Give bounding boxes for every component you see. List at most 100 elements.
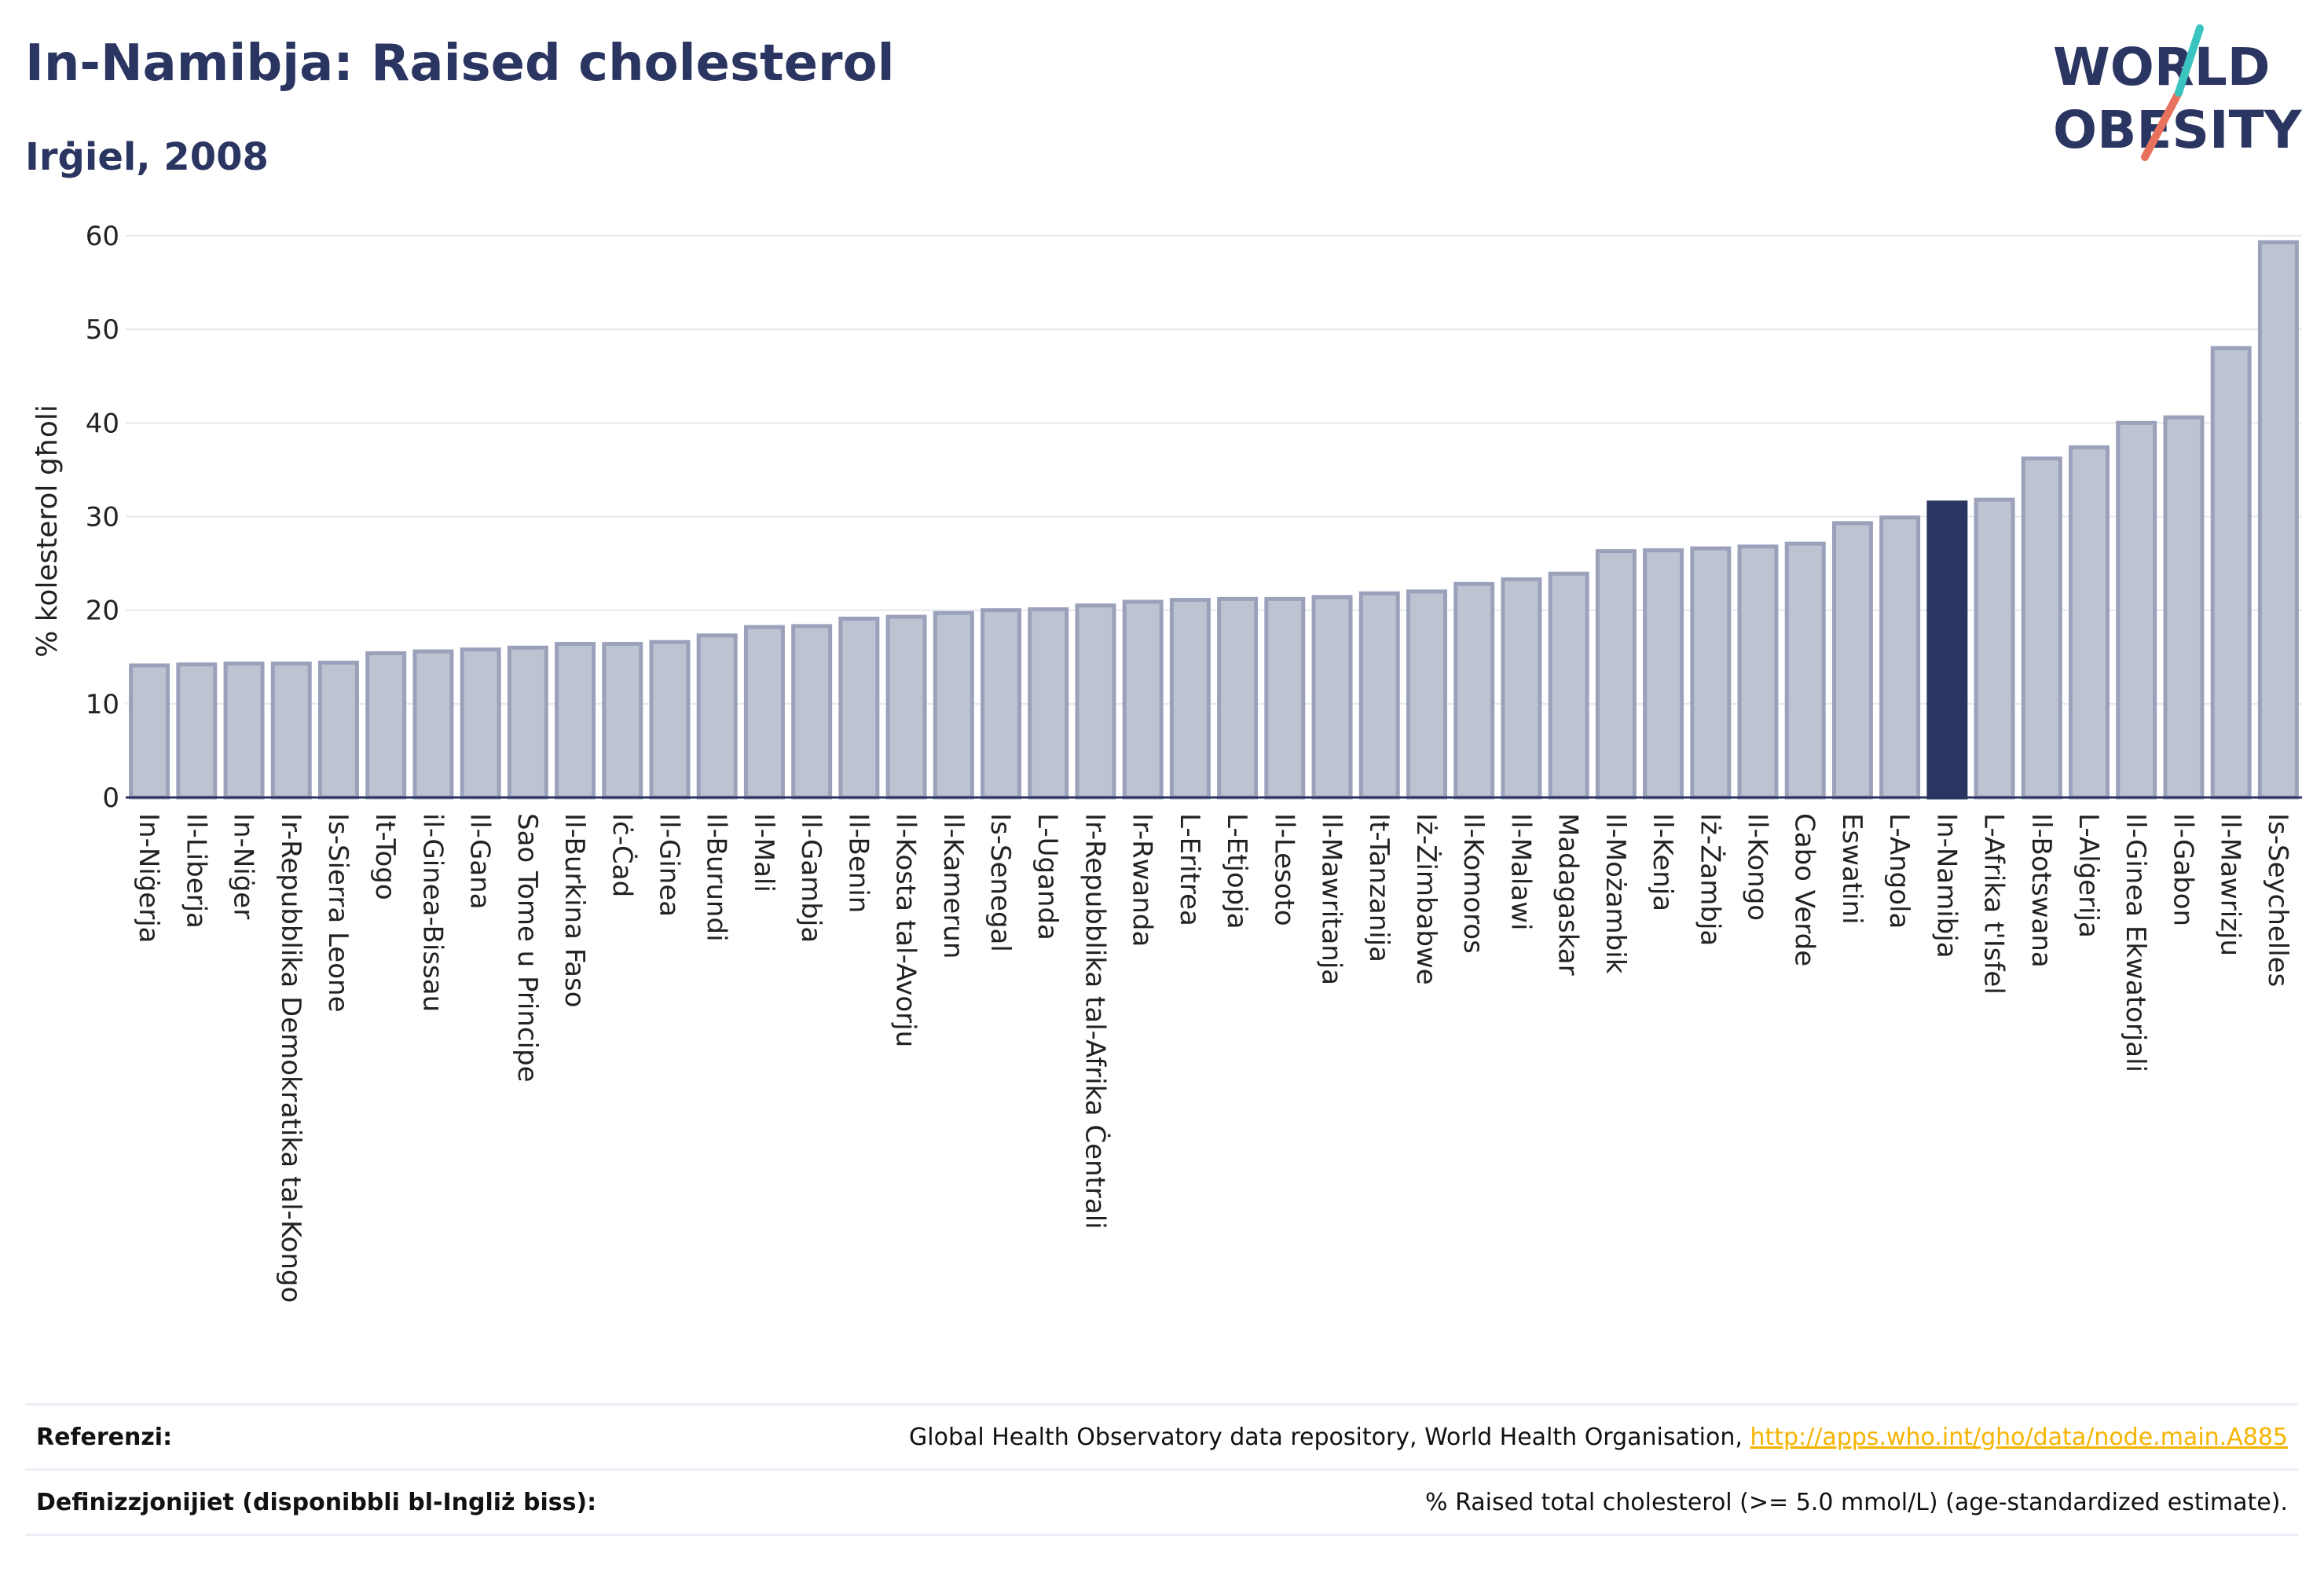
definitions-row: Definizzjonijiet (disponibbli bl-Ingliż …: [25, 1468, 2299, 1536]
x-axis-labels: In-Niġerja Il-Liberja In-Niġer Ir-Repubblik…: [133, 813, 2293, 1303]
x-tick-label: It-Togo: [369, 813, 401, 900]
x-tick-label: L-Eritrea: [1174, 813, 1205, 926]
bar: [933, 610, 974, 800]
bar: [1831, 521, 1873, 800]
bar: [1548, 571, 1589, 800]
bar: [507, 645, 548, 800]
x-tick-label: Iż-Żimbabwe: [1410, 813, 1442, 985]
x-tick-label: L-Etjopja: [1221, 813, 1252, 929]
x-tick-label: In-Namibja: [1930, 813, 1962, 958]
y-axis-ticks: 0 10 20 30 40 50 60: [86, 221, 119, 814]
x-tick-label: Il-Ginea Ekwatorjali: [2120, 813, 2151, 1072]
bar: [743, 625, 785, 800]
bar: [1217, 596, 1259, 800]
bar: [791, 624, 833, 800]
x-tick-label: il-Ginea-Bissau: [416, 813, 448, 1012]
x-tick-label: Il-Burundi: [701, 813, 732, 942]
bar: [412, 649, 454, 800]
x-tick-label: It-Tanzanija: [1363, 813, 1395, 962]
bar: [1169, 598, 1211, 800]
x-tick-label: Ir-Repubblika tal-Afrika Ċentrali: [1079, 813, 1111, 1230]
bar: [885, 614, 927, 800]
y-tick-label: 10: [86, 689, 119, 720]
bar: [176, 662, 218, 800]
logo-slash-teal: [2175, 24, 2204, 97]
bar: [602, 642, 643, 800]
logo-line2: OBESITY: [2053, 100, 2303, 160]
x-tick-label: Is-Senegal: [984, 813, 1016, 952]
x-tick-label: Cabo Verde: [1789, 813, 1820, 966]
bar: [555, 642, 596, 800]
x-tick-label: L-Angola: [1883, 813, 1915, 929]
x-tick-label: Is-Seychelles: [2262, 813, 2293, 987]
bar: [223, 662, 265, 800]
bar: [1028, 607, 1069, 800]
bar: [1643, 548, 1684, 800]
bar: [2021, 456, 2062, 800]
x-tick-label: Ir-Rwanda: [1127, 813, 1158, 947]
bar: [2069, 445, 2110, 800]
logo-line1: WORLD: [2053, 37, 2271, 97]
bar: [1595, 549, 1637, 800]
bar: [838, 616, 880, 800]
y-tick-label: 0: [102, 783, 119, 814]
bar: [1879, 515, 1921, 800]
bar: [2163, 415, 2205, 800]
bar: [270, 662, 312, 800]
x-tick-label: Is-Sierra Leone: [322, 813, 354, 1013]
x-tick-label: Il-Kamerun: [937, 813, 969, 958]
x-tick-label: Il-Gana: [464, 813, 496, 910]
y-axis-label: % kolesterol għoli: [31, 405, 64, 658]
bar: [1690, 546, 1732, 800]
y-tick-label: 20: [86, 596, 119, 627]
x-tick-label: Il-Kongo: [1742, 813, 1773, 921]
bar: [129, 663, 170, 800]
x-tick-label: Il-Komoros: [1457, 813, 1489, 954]
x-tick-label: Il-Kenja: [1647, 813, 1678, 911]
x-tick-label: L-Uganda: [1032, 813, 1063, 940]
bar: [981, 608, 1022, 800]
y-tick-label: 60: [86, 221, 119, 252]
chart-title: In-Namibja: Raised cholesterol: [25, 35, 895, 93]
chart-subtitle: Irġiel, 2008: [25, 135, 269, 179]
bar: [1406, 589, 1447, 800]
x-tick-label: Eswatini: [1836, 813, 1868, 925]
x-tick-label: Il-Mawrizju: [2215, 813, 2246, 956]
x-tick-label: Il-Ginea: [654, 813, 685, 917]
references-link[interactable]: http://apps.who.int/gho/data/node.main.A…: [1750, 1423, 2288, 1451]
x-tick-label: In-Niġer: [228, 813, 259, 919]
bar: [1784, 541, 1826, 800]
bar: [365, 651, 407, 800]
y-tick-label: 50: [86, 314, 119, 346]
x-tick-label: Il-Benin: [842, 813, 874, 913]
bar: [1311, 595, 1353, 800]
x-tick-label: Il-Lesoto: [1268, 813, 1299, 926]
x-tick-label: Sao Tome u Principe: [511, 813, 543, 1083]
bar: [2210, 346, 2252, 800]
logo-slash-coral: [2141, 89, 2183, 161]
bar: [1264, 596, 1306, 800]
references-text: Global Health Observatory data repositor…: [909, 1423, 1750, 1451]
x-tick-label: Il-Botswana: [2025, 813, 2057, 968]
bar: [1737, 544, 1779, 800]
x-tick-label: Madagaskar: [1552, 813, 1584, 976]
bar: [1075, 603, 1116, 800]
bar: [1926, 500, 1968, 800]
x-tick-label: L-Alġerija: [2073, 813, 2104, 938]
bar: [649, 640, 691, 800]
references-value: Global Health Observatory data repositor…: [909, 1424, 2299, 1451]
bar: [460, 647, 501, 800]
bar: [1974, 497, 2015, 800]
x-tick-label: Il-Gambja: [795, 813, 827, 943]
bar: [696, 633, 738, 800]
bar: [1501, 577, 1542, 800]
references-label: Referenzi:: [36, 1423, 173, 1451]
x-tick-label: Il-Kosta tal-Avorju: [890, 813, 922, 1047]
world-obesity-logo: WORLD OBESITY: [2053, 24, 2303, 161]
x-tick-label: Ir-Repubblika Demokratika tal-Kongo: [275, 813, 306, 1303]
x-tick-label: Il-Możambik: [1600, 813, 1631, 974]
x-tick-label: L-Afrika t'Isfel: [1978, 813, 2010, 995]
x-tick-label: Il-Malawi: [1505, 813, 1536, 930]
x-tick-label: Il-Liberja: [180, 813, 211, 929]
